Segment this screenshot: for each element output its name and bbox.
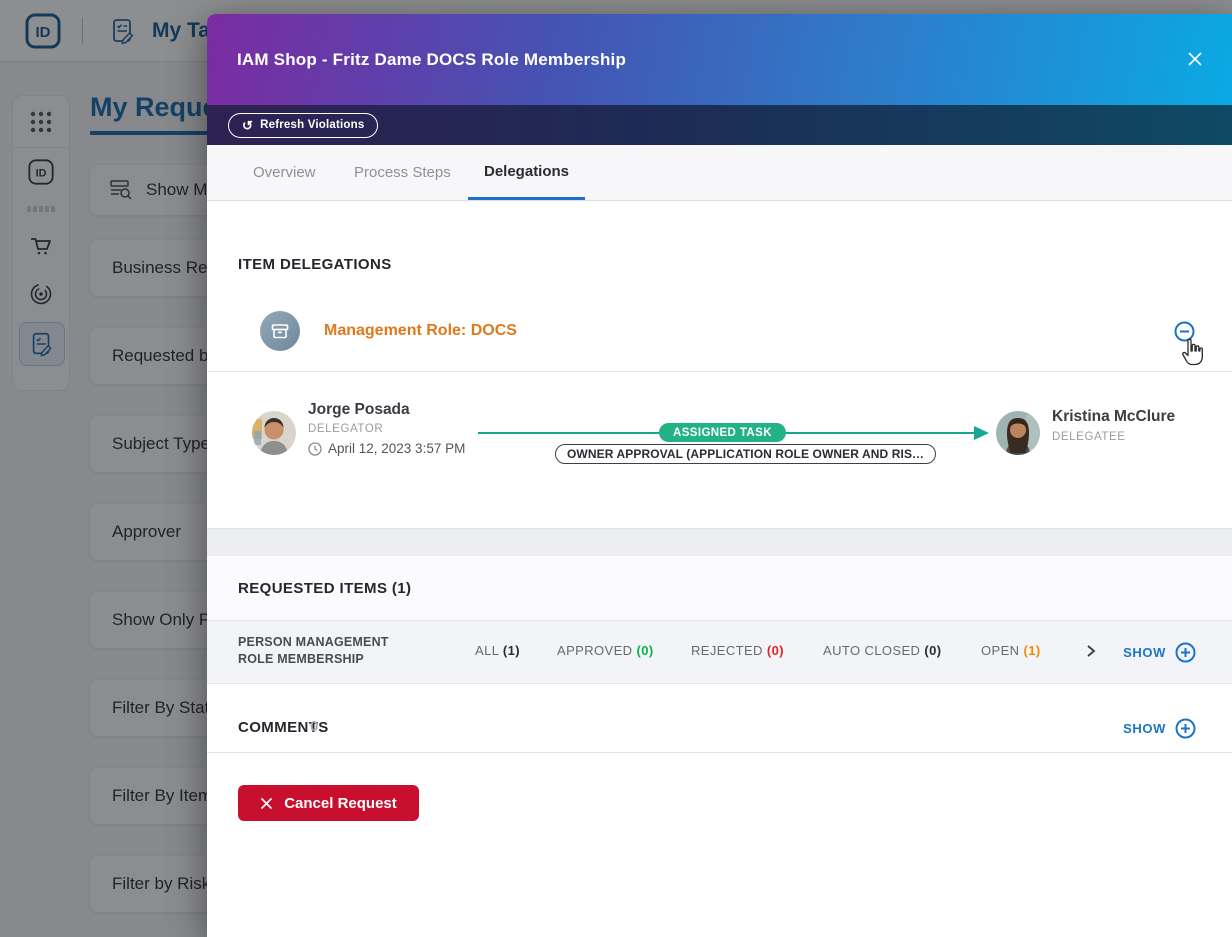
sidebar: ID bbox=[12, 95, 70, 391]
chevron-right-icon[interactable] bbox=[1084, 642, 1098, 660]
delegation-timestamp: April 12, 2023 3:57 PM bbox=[328, 441, 466, 456]
requested-items-title: REQUESTED ITEMS (1) bbox=[238, 580, 412, 597]
delegatee-name: Kristina McClure bbox=[1052, 408, 1176, 425]
assigned-task-badge: ASSIGNED TASK bbox=[659, 423, 786, 442]
archive-box-icon bbox=[271, 324, 289, 339]
modal-tabbar: Overview Process Steps Delegations bbox=[207, 145, 1232, 201]
sidebar-item-id[interactable]: ID bbox=[13, 148, 69, 196]
app-logo-icon[interactable]: ID bbox=[25, 13, 61, 49]
grid-icon bbox=[30, 111, 52, 132]
comments-show-button[interactable]: SHOW bbox=[1123, 718, 1196, 739]
refresh-violations-button[interactable]: ↺ Refresh Violations bbox=[228, 112, 379, 138]
modal-title: IAM Shop - Fritz Dame DOCS Role Membersh… bbox=[237, 50, 627, 69]
cart-icon bbox=[31, 238, 51, 255]
fingerprint-icon bbox=[30, 283, 52, 305]
role-avatar bbox=[260, 311, 300, 351]
show-label: SHOW bbox=[1123, 645, 1166, 660]
cancel-request-label: Cancel Request bbox=[284, 794, 397, 812]
requested-items-header: REQUESTED ITEMS (1) bbox=[207, 556, 1232, 621]
clock-icon bbox=[308, 441, 322, 456]
delegations-panel: ITEM DELEGATIONS Management Role: DOCS bbox=[207, 201, 1232, 528]
delegator-name: Jorge Posada bbox=[308, 401, 410, 418]
plus-circle-icon bbox=[1175, 718, 1196, 739]
status-filter-auto-closed[interactable]: AUTO CLOSED (0) bbox=[823, 643, 942, 658]
comments-count: 0 bbox=[310, 718, 319, 735]
page-title: My Reque bbox=[90, 92, 218, 122]
item-delegations-title: ITEM DELEGATIONS bbox=[238, 256, 392, 273]
plus-circle-icon bbox=[1175, 642, 1196, 663]
page-title-underline bbox=[90, 131, 220, 135]
sidebar-item-identity[interactable] bbox=[13, 270, 69, 318]
delegator-role-label: DELEGATOR bbox=[308, 423, 384, 435]
violations-bar: ↺ Refresh Violations bbox=[207, 105, 1232, 145]
tab-overview[interactable]: Overview bbox=[253, 164, 316, 181]
sidebar-item-requests-active[interactable] bbox=[19, 322, 65, 366]
svg-text:ID: ID bbox=[36, 168, 47, 180]
section-gap bbox=[207, 528, 1232, 556]
modal-header: IAM Shop - Fritz Dame DOCS Role Membersh… bbox=[207, 14, 1232, 105]
requested-items-show-button[interactable]: SHOW bbox=[1123, 642, 1196, 663]
delegatee-role-label: DELEGATEE bbox=[1052, 431, 1126, 443]
header-divider bbox=[82, 18, 83, 44]
approval-step-pill: OWNER APPROVAL (APPLICATION ROLE OWNER A… bbox=[555, 444, 937, 464]
show-my-label: Show My bbox=[146, 180, 216, 199]
status-filter-rejected[interactable]: REJECTED (0) bbox=[691, 643, 784, 658]
tab-process-steps[interactable]: Process Steps bbox=[354, 164, 451, 181]
delegator-avatar bbox=[252, 411, 296, 455]
svg-text:ID: ID bbox=[36, 24, 51, 41]
refresh-violations-label: Refresh Violations bbox=[260, 119, 365, 131]
request-doc-icon bbox=[32, 332, 52, 357]
nav-item-my-tasks[interactable]: My Ta bbox=[152, 19, 210, 42]
status-filter-open[interactable]: OPEN (1) bbox=[981, 643, 1041, 658]
comments-title: COMMENTS bbox=[238, 719, 329, 736]
tasks-icon[interactable] bbox=[108, 16, 138, 46]
refresh-icon: ↺ bbox=[242, 117, 254, 133]
requested-item-row: PERSON MANAGEMENT ROLE MEMBERSHIP ALL (1… bbox=[207, 621, 1232, 684]
id-badge-icon: ID bbox=[28, 159, 54, 185]
sidebar-wordmark bbox=[13, 196, 69, 222]
cancel-request-button[interactable]: Cancel Request bbox=[238, 785, 419, 821]
delegatee-avatar bbox=[996, 411, 1040, 455]
status-filter-all[interactable]: ALL (1) bbox=[475, 643, 520, 658]
table-search-icon bbox=[110, 180, 132, 200]
show-label: SHOW bbox=[1123, 721, 1166, 736]
close-icon[interactable] bbox=[1186, 50, 1204, 68]
tab-delegations[interactable]: Delegations bbox=[468, 145, 586, 200]
requested-item-name: PERSON MANAGEMENT ROLE MEMBERSHIP bbox=[238, 635, 389, 666]
delegation-date: April 12, 2023 3:57 PM bbox=[308, 441, 465, 456]
request-detail-modal: IAM Shop - Fritz Dame DOCS Role Membersh… bbox=[207, 14, 1232, 937]
delegation-item-title[interactable]: Management Role: DOCS bbox=[324, 322, 517, 339]
cancel-x-icon bbox=[261, 797, 273, 809]
wordmark-dots-icon bbox=[27, 206, 55, 212]
collapse-minus-icon[interactable] bbox=[1174, 321, 1195, 342]
app-grid-button[interactable] bbox=[13, 96, 69, 148]
sidebar-item-shop[interactable] bbox=[13, 222, 69, 270]
row-divider bbox=[207, 371, 1232, 372]
status-filter-approved[interactable]: APPROVED (0) bbox=[557, 643, 654, 658]
comments-section: COMMENTS 0 SHOW bbox=[207, 703, 1232, 753]
show-my-button[interactable]: Show My bbox=[90, 165, 230, 215]
